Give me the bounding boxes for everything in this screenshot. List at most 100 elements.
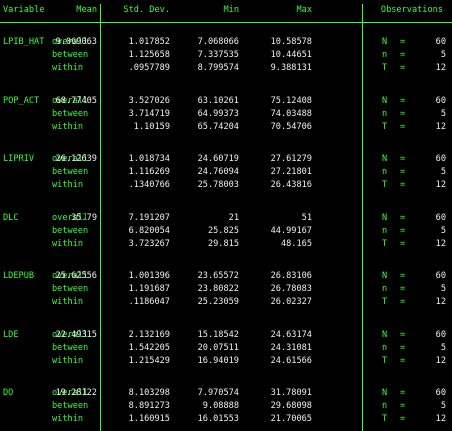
std-dev-value: 1.215429	[128, 355, 170, 366]
equals-sign: =	[400, 388, 406, 398]
equals-sign: =	[400, 414, 406, 425]
table-row: within .0957789 8.799574 9.388131 T 12 =	[0, 62, 452, 74]
table-row: within .1186047 25.23059 26.02327 T 12 =	[0, 296, 452, 308]
observation-type: N	[382, 154, 388, 164]
observation-count: 5	[440, 342, 446, 353]
mean-value: 9.069063	[55, 37, 97, 47]
header-rule	[0, 22, 452, 23]
table-row: DLC overall 35.79 7.191207 21 51 N 60 =	[0, 212, 452, 224]
column-divider-observations	[362, 4, 363, 431]
equals-sign: =	[400, 121, 406, 132]
std-dev-value: .1186047	[128, 297, 170, 308]
max-value: 75.12408	[270, 95, 312, 106]
observation-count: 12	[435, 63, 446, 74]
table-row: within 1.10159 65.74204 70.54706 T 12 =	[0, 121, 452, 133]
equals-sign: =	[400, 329, 406, 340]
std-dev-value: 3.723267	[128, 238, 170, 249]
table-row: LDEPUB overall 25.62556 1.001396 23.65572 26.…	[0, 270, 452, 282]
std-dev-value: 3.527026	[128, 95, 170, 106]
min-value: 7.068066	[197, 37, 239, 47]
max-value: 21.70065	[270, 414, 312, 425]
statistic-label: between	[52, 167, 89, 178]
equals-sign: =	[400, 284, 406, 295]
equals-sign: =	[400, 95, 406, 106]
min-value: 15.18542	[197, 329, 239, 340]
table-row: LDE overall 22.49315 2.132169 15.18542 24.631…	[0, 329, 452, 341]
observation-type: N	[382, 329, 388, 340]
observation-type: T	[382, 63, 388, 74]
observation-type: n	[382, 401, 388, 412]
observation-type: n	[382, 108, 388, 119]
std-dev-value: 1.160915	[128, 414, 170, 425]
std-dev-value: 1.001396	[128, 271, 170, 281]
min-value: 20.07511	[197, 342, 239, 353]
statistic-label: between	[52, 284, 89, 295]
table-row: POP_ACT overall 68.77405 3.527026 63.10261 75…	[0, 95, 452, 107]
header-variable: Variable	[3, 5, 45, 15]
equals-sign: =	[400, 271, 406, 281]
statistic-label: within	[52, 414, 84, 425]
max-value: 26.43816	[270, 180, 312, 191]
min-value: 7.337535	[197, 50, 239, 61]
equals-sign: =	[400, 180, 406, 191]
mean-value: 26.12639	[55, 154, 97, 164]
statistic-label: between	[52, 225, 89, 236]
observation-count: 12	[435, 121, 446, 132]
equals-sign: =	[400, 297, 406, 308]
statistic-label: overall	[52, 271, 89, 281]
observation-type: N	[382, 388, 388, 398]
max-value: 10.58578	[270, 37, 312, 47]
max-value: 26.78083	[270, 284, 312, 295]
statistic-label: within	[52, 238, 84, 249]
observation-count: 60	[435, 329, 446, 340]
min-value: 7.970574	[197, 388, 239, 398]
equals-sign: =	[400, 342, 406, 353]
max-value: 31.78091	[270, 388, 312, 398]
table-row: LIPRIV overall 26.12639 1.018734 24.60719 27.…	[0, 153, 452, 165]
table-row: between 1.125658 7.337535 10.44651 n 5 =	[0, 49, 452, 61]
min-value: 16.94019	[197, 355, 239, 366]
min-value: 16.01553	[197, 414, 239, 425]
max-value: 27.61279	[270, 154, 312, 164]
observation-type: T	[382, 297, 388, 308]
min-value: 25.825	[207, 225, 239, 236]
observation-count: 12	[435, 238, 446, 249]
statistic-label: within	[52, 355, 84, 366]
variable-name: DO	[3, 388, 14, 398]
statistic-label: between	[52, 342, 89, 353]
header-observations: Observations	[380, 5, 443, 15]
observation-type: T	[382, 180, 388, 191]
table-row: between 3.714719 64.99373 74.03488 n 5 =	[0, 108, 452, 120]
table-row: between 1.191687 23.80822 26.78083 n 5 =	[0, 283, 452, 295]
observation-count: 5	[440, 401, 446, 412]
statistic-label: overall	[52, 212, 89, 223]
std-dev-value: 7.191207	[128, 212, 170, 223]
observation-count: 5	[440, 50, 446, 61]
max-value: 48.165	[280, 238, 312, 249]
statistic-label: overall	[52, 154, 89, 164]
observation-type: n	[382, 50, 388, 61]
statistic-label: within	[52, 180, 84, 191]
min-value: 25.23059	[197, 297, 239, 308]
std-dev-value: 8.103298	[128, 388, 170, 398]
observation-type: n	[382, 225, 388, 236]
observation-type: T	[382, 238, 388, 249]
statistic-label: between	[52, 108, 89, 119]
table-row: between 1.542205 20.07511 24.31081 n 5 =	[0, 342, 452, 354]
max-value: 9.388131	[270, 63, 312, 74]
statistic-label: between	[52, 401, 89, 412]
min-value: 21	[228, 212, 239, 223]
min-value: 25.78003	[197, 180, 239, 191]
std-dev-value: 1.125658	[128, 50, 170, 61]
variable-name: DLC	[3, 212, 19, 223]
table-row: between 6.820054 25.825 44.99167 n 5 =	[0, 225, 452, 237]
equals-sign: =	[400, 212, 406, 223]
max-value: 74.03488	[270, 108, 312, 119]
min-value: 65.74204	[197, 121, 239, 132]
statistic-label: within	[52, 63, 84, 74]
std-dev-value: 8.891273	[128, 401, 170, 412]
std-dev-value: .1340766	[128, 180, 170, 191]
equals-sign: =	[400, 225, 406, 236]
header-max: Max	[296, 5, 312, 15]
